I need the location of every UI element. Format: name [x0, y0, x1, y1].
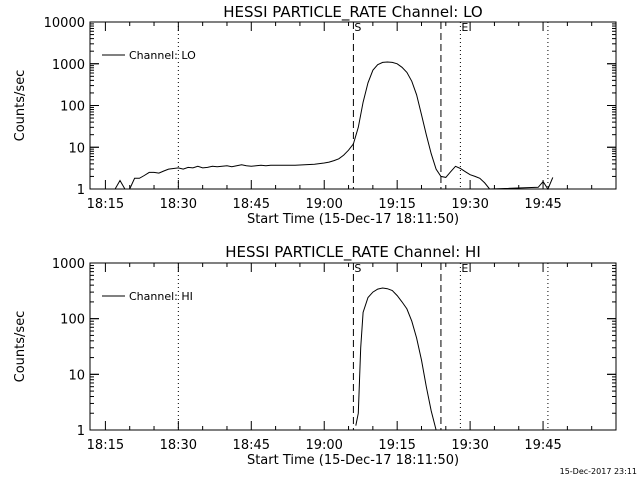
legend-label-hi: Channel: HI [129, 290, 193, 303]
x-tick-label: 19:00 [305, 438, 342, 453]
x-tick-label: 19:15 [378, 438, 415, 453]
chart-title-hi: HESSI PARTICLE_RATE Channel: HI [225, 243, 481, 262]
y-tick-label: 1 [77, 424, 85, 439]
x-tick-label: 19:15 [378, 197, 415, 212]
time-marker-label: S [354, 21, 361, 34]
x-tick-label: 19:00 [305, 197, 342, 212]
panel-lo-channel: HESSI PARTICLE_RATE Channel: LO 18:15 18:3… [13, 3, 617, 227]
x-axis-label-lo: Start Time (15-Dec-17 18:11:50) [247, 212, 459, 227]
y-tick-label: 10 [68, 141, 85, 156]
series-line-lo [110, 61, 554, 191]
x-tick-label: 19:45 [524, 438, 561, 453]
series-line-hi [355, 287, 437, 431]
y-tick-label: 10 [68, 368, 85, 383]
y-tick-label: 10000 [44, 16, 85, 31]
x-tick-label: 18:30 [160, 438, 197, 453]
x-tick-label: 18:45 [233, 197, 270, 212]
x-tick-label: 18:45 [233, 438, 270, 453]
x-tick-label: 18:15 [87, 197, 124, 212]
x-tick-label: 18:30 [160, 197, 197, 212]
panel-hi-channel: HESSI PARTICLE_RATE Channel: HI 18:15 18:3… [13, 243, 617, 468]
y-axis-label-lo: Counts/sec [13, 70, 28, 142]
legend-label-lo: Channel: LO [129, 49, 196, 62]
y-tick-label: 1000 [52, 58, 85, 73]
x-tick-label: 18:15 [87, 438, 124, 453]
chart-title-lo: HESSI PARTICLE_RATE Channel: LO [223, 3, 482, 22]
time-marker-label: S [354, 262, 361, 275]
y-tick-label: 100 [60, 313, 85, 328]
x-axis-label-hi: Start Time (15-Dec-17 18:11:50) [247, 453, 459, 468]
print-timestamp: 15-Dec-2017 23:11 [560, 467, 637, 476]
x-tick-label: 19:30 [451, 438, 488, 453]
y-tick-label: 1000 [52, 257, 85, 272]
y-axis-label-hi: Counts/sec [13, 311, 28, 383]
time-marker-label: E [461, 21, 468, 34]
time-marker-label: E [461, 262, 468, 275]
x-tick-label: 19:45 [524, 197, 561, 212]
y-tick-label: 1 [77, 183, 85, 198]
y-tick-label: 100 [60, 100, 85, 115]
x-tick-label: 19:30 [451, 197, 488, 212]
